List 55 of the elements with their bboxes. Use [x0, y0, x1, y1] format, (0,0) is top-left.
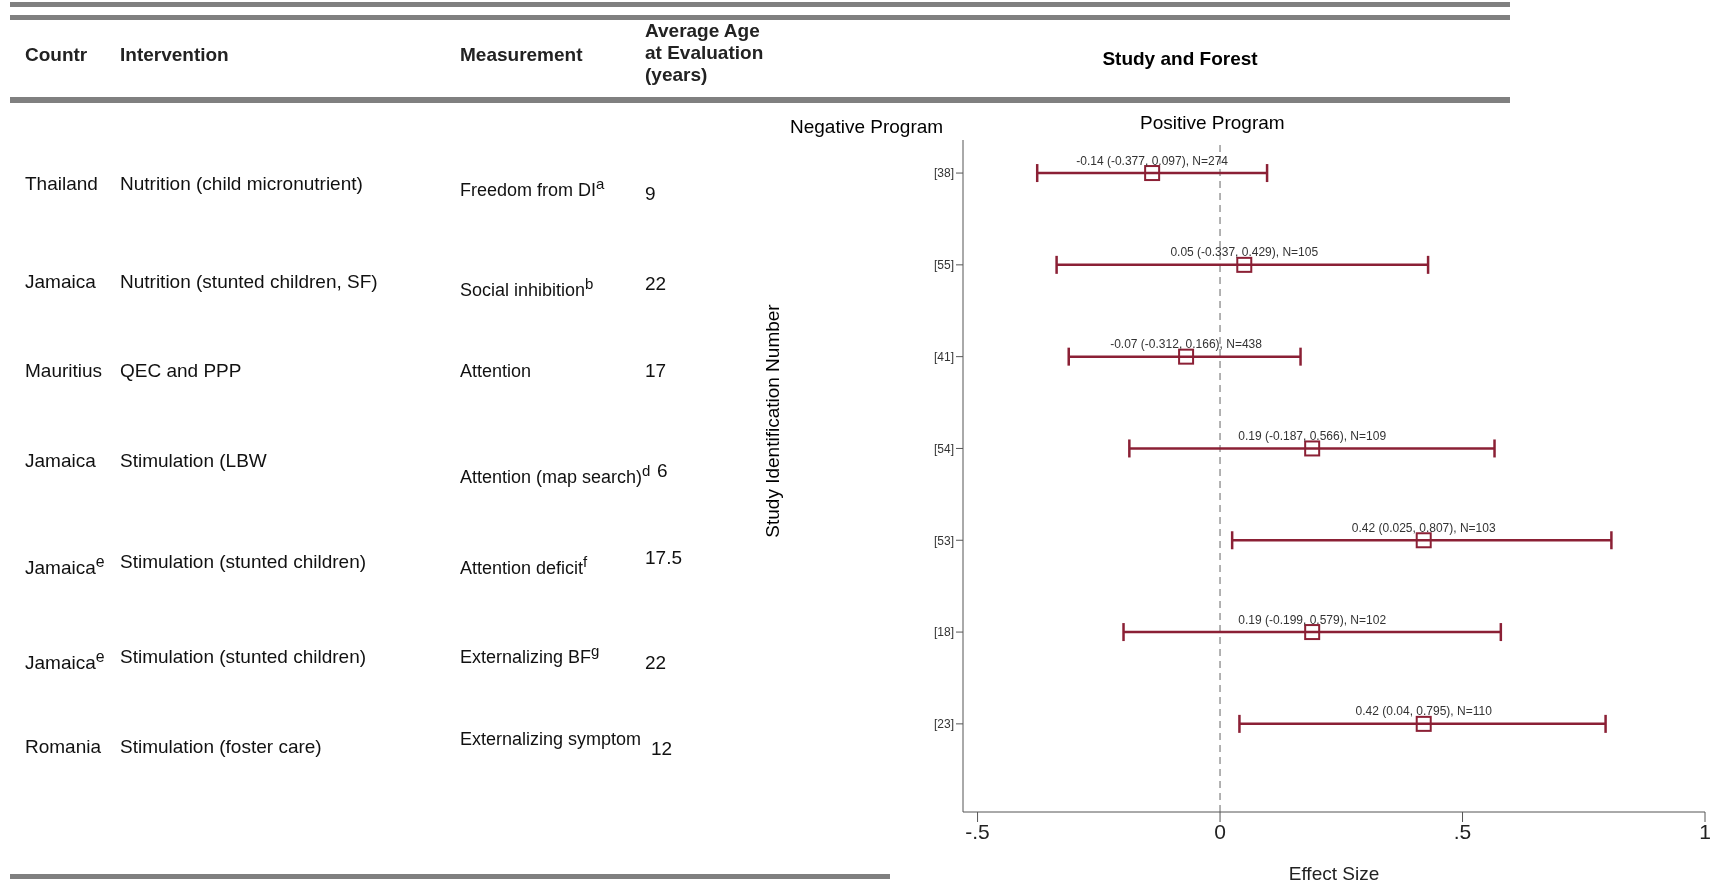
- y-tick-label: [23]: [933, 717, 954, 732]
- text: Externalizing symptom: [460, 728, 642, 751]
- text: 6: [657, 459, 668, 483]
- x-tick-label: 0: [1214, 819, 1226, 843]
- text: 9: [645, 182, 656, 206]
- text: Romania: [25, 735, 102, 759]
- data-label: 0.42 (0.025, 0.807), N=103: [1351, 520, 1496, 535]
- text: Stimulation (stunted children): [120, 645, 367, 669]
- data-label: 0.19 (-0.199, 0.579), N=102: [1238, 612, 1387, 627]
- x-axis-title: Effect Size: [1288, 863, 1380, 882]
- text: 22: [645, 651, 667, 675]
- category-label: Measurement: [460, 44, 583, 66]
- text: Attention: [460, 360, 532, 383]
- text: Thailand: [25, 172, 98, 196]
- text: Attention (map search)$^{d}$: [460, 461, 651, 489]
- text: 22: [645, 272, 667, 296]
- data-label: -0.14 (-0.377, 0.097), N=274: [1076, 153, 1229, 168]
- x-tick-label: -.5: [965, 819, 990, 843]
- text: Jamaica: [25, 449, 96, 473]
- text: QEC and PPP: [120, 359, 242, 383]
- text: Social inhibition$^{b}$: [460, 274, 594, 302]
- data-label: 0.42 (0.04, 0.795), N=110: [1355, 704, 1493, 719]
- text: Jamaica: [25, 270, 96, 294]
- text: Freedom from DI$^{a}$: [460, 174, 606, 202]
- data-label: 0.05 (-0.337, 0.429), N=105: [1170, 245, 1319, 260]
- text: 12: [651, 737, 673, 761]
- chart-title: Study and Forest: [1101, 48, 1259, 70]
- text: Nutrition (stunted children, SF): [120, 270, 378, 294]
- category-label: Countr: [25, 44, 88, 66]
- text: Mauritius: [25, 359, 103, 383]
- text: Stimulation (foster care): [120, 735, 322, 759]
- category-label: Intervention: [120, 44, 229, 66]
- text: Nutrition (child micronutrient): [120, 172, 363, 196]
- data-label: -0.07 (-0.312, 0.166), N=438: [1110, 337, 1263, 352]
- y-tick-label: [55]: [933, 258, 954, 273]
- category-label: Average Age at Evaluation (years): [645, 20, 765, 86]
- y-axis-title: Study Identification Number: [762, 303, 784, 540]
- y-tick-label: [38]: [933, 166, 954, 181]
- text: Jamaica$^{e}$: [25, 552, 105, 581]
- y-tick-label: [41]: [933, 349, 954, 364]
- y-tick-label: [18]: [933, 625, 954, 640]
- text: Jamaica$^{e}$: [25, 647, 105, 676]
- text: 17.5: [645, 546, 682, 570]
- data-label: 0.19 (-0.187, 0.566), N=109: [1238, 428, 1387, 443]
- text: Stimulation (LBW: [120, 449, 267, 473]
- text: Attention deficit$^{f}$: [460, 552, 588, 580]
- y-tick-label: [54]: [933, 441, 954, 456]
- text: Positive Program: [1140, 112, 1285, 134]
- x-tick-label: 1: [1699, 819, 1711, 843]
- text: Stimulation (stunted children): [120, 550, 367, 574]
- text: Externalizing BF$^{g}$: [460, 641, 600, 669]
- y-tick-label: [53]: [933, 533, 954, 548]
- text: Negative Program: [790, 116, 944, 138]
- text: 17: [645, 359, 667, 383]
- x-tick-label: .5: [1453, 819, 1472, 843]
